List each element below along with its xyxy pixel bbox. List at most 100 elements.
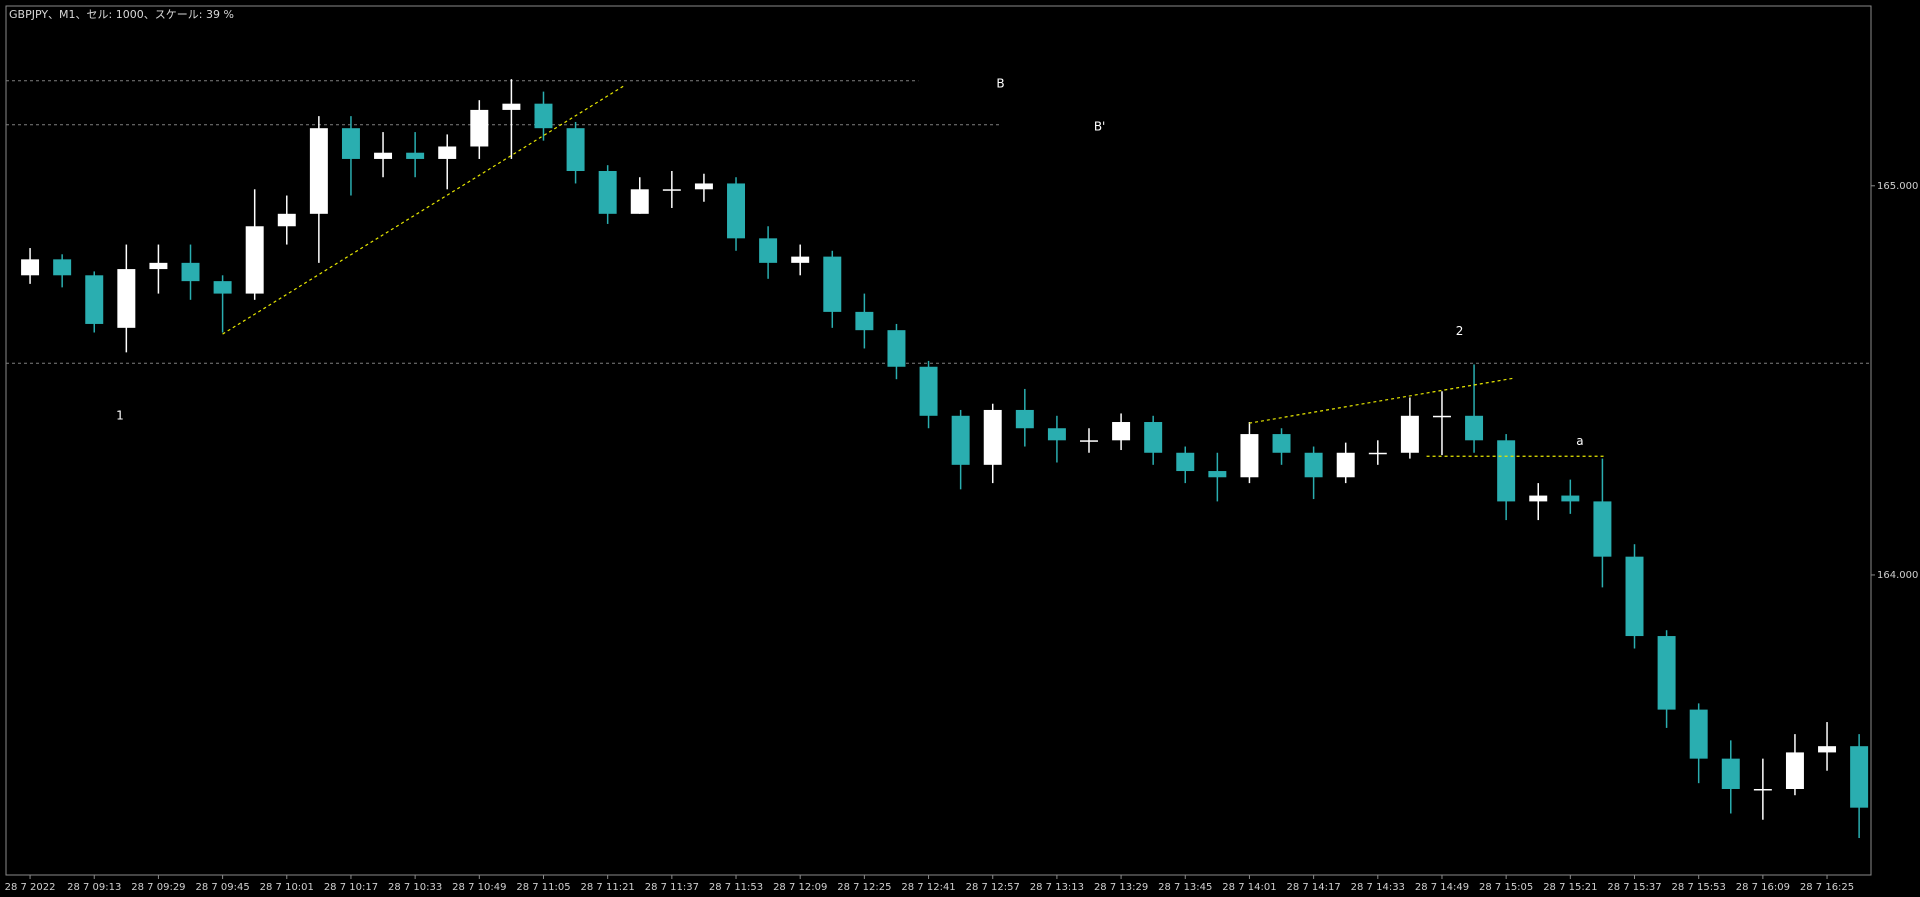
x-tick-label: 28 7 14:49 xyxy=(1415,882,1469,893)
x-tick-label: 28 7 15:37 xyxy=(1607,882,1661,893)
candle-body xyxy=(1657,636,1676,710)
candle-body xyxy=(919,366,938,416)
candle-body xyxy=(406,152,425,159)
x-tick-label: 28 7 13:13 xyxy=(1030,882,1084,893)
y-tick-label: 164.000 xyxy=(1877,570,1918,581)
annotation: B' xyxy=(1094,120,1106,134)
candle-body xyxy=(85,275,104,324)
candle-body xyxy=(438,146,457,159)
candle-body xyxy=(502,103,521,110)
candle-body xyxy=(1721,758,1740,789)
candle-body xyxy=(823,256,842,312)
x-tick-label: 28 7 12:09 xyxy=(773,882,827,893)
candle-body xyxy=(1497,440,1516,502)
candle-body xyxy=(1465,415,1484,441)
candle-body xyxy=(662,189,681,191)
candle-body xyxy=(1208,471,1227,478)
candle-body xyxy=(1753,788,1772,791)
x-tick-label: 28 7 11:05 xyxy=(516,882,570,893)
candle-body xyxy=(1818,746,1837,753)
x-tick-label: 28 7 15:05 xyxy=(1479,882,1533,893)
candle-body xyxy=(1015,409,1034,429)
candle-body xyxy=(470,109,489,147)
candle-body xyxy=(277,213,296,227)
plot-frame xyxy=(5,5,1872,876)
x-tick-label: 28 7 13:45 xyxy=(1158,882,1212,893)
candle-body xyxy=(855,311,874,331)
x-tick-label: 28 7 11:21 xyxy=(581,882,635,893)
candle-body xyxy=(1593,501,1612,557)
x-tick-label: 28 7 16:25 xyxy=(1800,882,1854,893)
candle-body xyxy=(791,256,810,263)
x-tick-label: 28 7 14:01 xyxy=(1222,882,1276,893)
candle-body xyxy=(1785,752,1804,789)
candle-body xyxy=(213,281,232,294)
candle-body xyxy=(309,128,328,214)
x-tick-label: 28 7 09:13 xyxy=(67,882,121,893)
x-tick-label: 28 7 10:01 xyxy=(260,882,314,893)
x-tick-label: 28 7 12:25 xyxy=(837,882,891,893)
annotation: 1 xyxy=(116,408,124,422)
candle-body xyxy=(951,415,970,465)
trend-line xyxy=(1249,377,1515,424)
x-tick-label: 28 7 15:53 xyxy=(1672,882,1726,893)
candle-body xyxy=(53,259,72,276)
candle-body xyxy=(1080,440,1098,442)
candle-body xyxy=(1304,452,1323,478)
candle-body xyxy=(1400,415,1419,453)
x-tick-label: 28 7 09:29 xyxy=(131,882,185,893)
candle-body xyxy=(566,128,585,172)
x-tick-label: 28 7 10:17 xyxy=(324,882,378,893)
candle-body xyxy=(374,152,393,159)
annotation: a xyxy=(1576,434,1583,448)
annotation: 2 xyxy=(1456,324,1464,338)
candle-body xyxy=(1432,415,1451,418)
candle-body xyxy=(21,259,40,276)
candle-body xyxy=(1529,495,1548,502)
x-tick-label: 28 7 11:53 xyxy=(709,882,763,893)
candle-body xyxy=(1561,495,1580,502)
candle-body xyxy=(341,128,360,159)
candle-body xyxy=(181,262,200,282)
x-tick-label: 28 7 16:09 xyxy=(1736,882,1790,893)
y-tick-label: 165.000 xyxy=(1877,181,1918,192)
candle-body xyxy=(1272,434,1291,453)
x-tick-label: 28 7 11:37 xyxy=(645,882,699,893)
x-tick-label: 28 7 12:41 xyxy=(901,882,955,893)
candle-body xyxy=(1176,452,1195,472)
candle-body xyxy=(1625,556,1644,637)
candle-body xyxy=(1047,428,1066,441)
candle-body xyxy=(534,103,553,129)
x-tick-label: 28 7 10:49 xyxy=(452,882,506,893)
candle-body xyxy=(1144,422,1163,453)
candle-body xyxy=(1240,434,1259,478)
x-tick-label: 28 7 13:29 xyxy=(1094,882,1148,893)
x-tick-label: 28 7 12:57 xyxy=(966,882,1020,893)
candle-body xyxy=(694,183,713,190)
candle-body xyxy=(598,171,617,214)
candle-body xyxy=(630,189,649,214)
x-tick-label: 28 7 09:45 xyxy=(195,882,249,893)
x-tick-label: 28 7 14:17 xyxy=(1286,882,1340,893)
candle-body xyxy=(1689,709,1708,759)
candle-body xyxy=(117,269,136,328)
candle-body xyxy=(245,226,264,294)
candle-body xyxy=(727,183,746,239)
candle-body xyxy=(887,330,906,367)
x-tick-label: 28 7 14:33 xyxy=(1351,882,1405,893)
candle-body xyxy=(759,238,778,263)
candle-body xyxy=(1368,452,1387,455)
x-tick-label: 28 7 2022 xyxy=(5,882,56,893)
x-tick-label: 28 7 15:21 xyxy=(1543,882,1597,893)
candle-body xyxy=(1336,452,1355,478)
x-tick-label: 28 7 10:33 xyxy=(388,882,442,893)
candle-body xyxy=(149,262,168,270)
trend-line xyxy=(222,84,625,335)
candle-body xyxy=(1850,746,1869,808)
annotation: B xyxy=(996,77,1004,91)
candle-body xyxy=(1112,422,1131,441)
chart-title: GBPJPY、M1、セル: 1000、スケール: 39 % xyxy=(9,8,234,21)
candle-body xyxy=(983,409,1002,465)
